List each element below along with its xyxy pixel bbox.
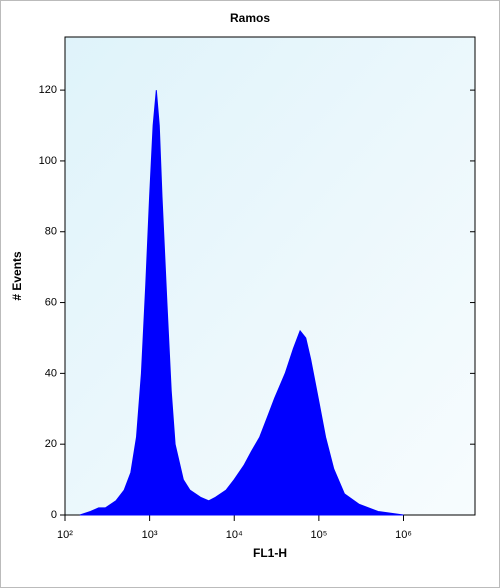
x-tick-label: 10⁵ xyxy=(310,529,327,541)
x-tick-label: 10³ xyxy=(142,529,158,541)
y-tick-label: 20 xyxy=(45,438,57,450)
y-tick-label: 0 xyxy=(51,509,57,521)
y-axis-label: # Events xyxy=(10,251,24,301)
chart-title: Ramos xyxy=(230,11,270,25)
x-tick-label: 10² xyxy=(57,529,73,541)
y-tick-label: 40 xyxy=(45,367,57,379)
y-tick-label: 120 xyxy=(39,84,57,96)
x-axis-label: FL1-H xyxy=(253,546,287,560)
y-tick-label: 80 xyxy=(45,226,57,238)
y-tick-label: 60 xyxy=(45,296,57,308)
x-tick-label: 10⁶ xyxy=(395,529,412,541)
histogram-area xyxy=(79,90,404,516)
y-tick-label: 100 xyxy=(39,155,57,167)
x-tick-label: 10⁴ xyxy=(226,529,243,541)
